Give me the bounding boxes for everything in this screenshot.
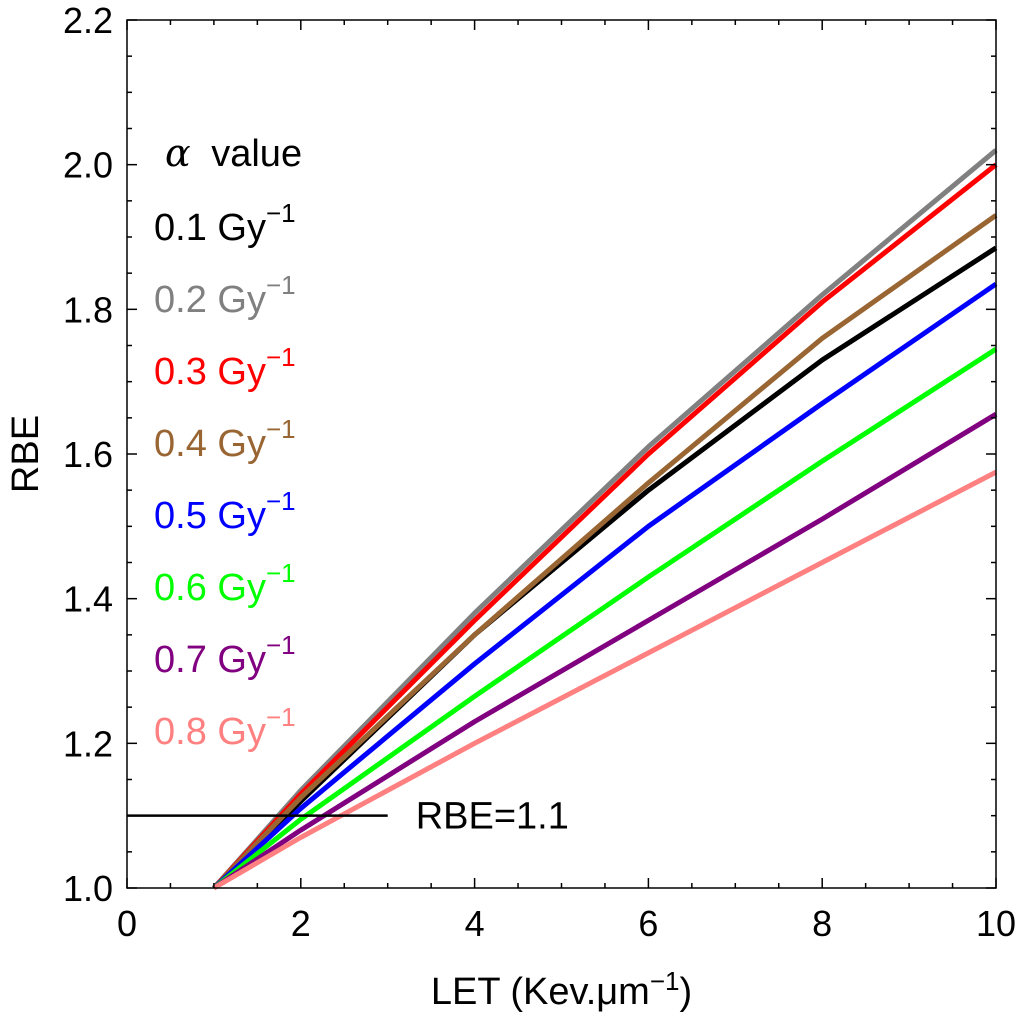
legend-entry-8: 0.8 Gy−1 bbox=[154, 702, 296, 753]
legend-entry-3: 0.3 Gy−1 bbox=[154, 342, 296, 393]
legend-entry-7: 0.7 Gy−1 bbox=[154, 630, 296, 681]
legend-entry-4: 0.4 Gy−1 bbox=[154, 414, 296, 465]
series-line-6 bbox=[212, 346, 998, 890]
series-line-5 bbox=[212, 281, 998, 890]
x-tick-label: 2 bbox=[291, 903, 311, 944]
x-tick-label: 8 bbox=[812, 903, 832, 944]
legend: α value 0.1 Gy−1 0.2 Gy−1 0.3 Gy−1 0.4 Gy−1… bbox=[154, 131, 302, 753]
x-tick-labels: 0 2 4 6 8 10 bbox=[117, 903, 1016, 944]
legend-entry-6: 0.6 Gy−1 bbox=[154, 558, 296, 609]
y-tick-label: 1.6 bbox=[63, 434, 113, 475]
y-axis-title: RBE bbox=[5, 415, 47, 493]
y-tick-label: 1.2 bbox=[63, 723, 113, 764]
axis-ticks bbox=[126, 19, 997, 889]
y-tick-label: 1.4 bbox=[63, 579, 113, 620]
series-line-1 bbox=[212, 245, 998, 890]
series-line-4 bbox=[212, 213, 998, 890]
legend-entry-2: 0.2 Gy−1 bbox=[154, 270, 296, 321]
reference-line-label: RBE=1.1 bbox=[416, 796, 569, 838]
series-line-7 bbox=[212, 412, 998, 891]
series-line-8 bbox=[212, 469, 998, 891]
legend-title-text: value bbox=[211, 133, 302, 175]
x-tick-label: 0 bbox=[117, 903, 137, 944]
y-tick-label: 1.0 bbox=[63, 868, 113, 909]
x-axis-title: LET (Kev.μm−1) bbox=[431, 966, 692, 1013]
legend-entry-1: 0.1 Gy−1 bbox=[154, 198, 296, 249]
y-tick-labels: 1.0 1.2 1.4 1.6 1.8 2.0 2.2 bbox=[63, 0, 113, 909]
legend-title: α value bbox=[165, 131, 302, 175]
y-tick-label: 2.0 bbox=[63, 145, 113, 186]
legend-entry-5: 0.5 Gy−1 bbox=[154, 486, 296, 537]
x-tick-label: 4 bbox=[465, 903, 485, 944]
y-tick-label: 1.8 bbox=[63, 289, 113, 330]
series-lines bbox=[212, 148, 998, 891]
x-tick-label: 6 bbox=[638, 903, 658, 944]
y-tick-label: 2.2 bbox=[63, 0, 113, 41]
legend-title-symbol: α bbox=[165, 131, 191, 175]
x-tick-label: 10 bbox=[976, 903, 1016, 944]
